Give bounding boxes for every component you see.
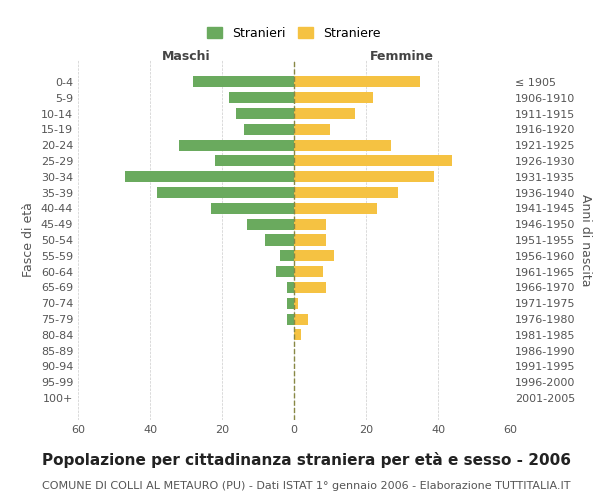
- Text: Popolazione per cittadinanza straniera per età e sesso - 2006: Popolazione per cittadinanza straniera p…: [42, 452, 571, 468]
- Bar: [294, 298, 298, 309]
- Bar: [236, 108, 294, 119]
- Legend: Stranieri, Straniere: Stranieri, Straniere: [203, 23, 385, 44]
- Y-axis label: Fasce di età: Fasce di età: [22, 202, 35, 278]
- Bar: [294, 156, 452, 166]
- Bar: [294, 92, 373, 103]
- Bar: [294, 171, 434, 182]
- Bar: [280, 250, 294, 262]
- Bar: [179, 140, 294, 150]
- Bar: [287, 298, 294, 309]
- Text: COMUNE DI COLLI AL METAURO (PU) - Dati ISTAT 1° gennaio 2006 - Elaborazione TUTT: COMUNE DI COLLI AL METAURO (PU) - Dati I…: [42, 481, 571, 491]
- Bar: [294, 250, 334, 262]
- Bar: [294, 108, 355, 119]
- Bar: [125, 171, 294, 182]
- Bar: [294, 282, 326, 293]
- Bar: [244, 124, 294, 135]
- Bar: [193, 76, 294, 88]
- Bar: [294, 76, 420, 88]
- Bar: [294, 234, 326, 246]
- Bar: [294, 218, 326, 230]
- Bar: [276, 266, 294, 277]
- Text: Maschi: Maschi: [161, 50, 211, 63]
- Bar: [294, 140, 391, 150]
- Bar: [294, 266, 323, 277]
- Bar: [157, 187, 294, 198]
- Bar: [211, 203, 294, 214]
- Bar: [265, 234, 294, 246]
- Bar: [294, 203, 377, 214]
- Bar: [294, 187, 398, 198]
- Text: Femmine: Femmine: [370, 50, 434, 63]
- Bar: [215, 156, 294, 166]
- Bar: [229, 92, 294, 103]
- Bar: [294, 314, 308, 324]
- Y-axis label: Anni di nascita: Anni di nascita: [579, 194, 592, 286]
- Bar: [287, 314, 294, 324]
- Bar: [294, 124, 330, 135]
- Bar: [287, 282, 294, 293]
- Bar: [247, 218, 294, 230]
- Bar: [294, 330, 301, 340]
